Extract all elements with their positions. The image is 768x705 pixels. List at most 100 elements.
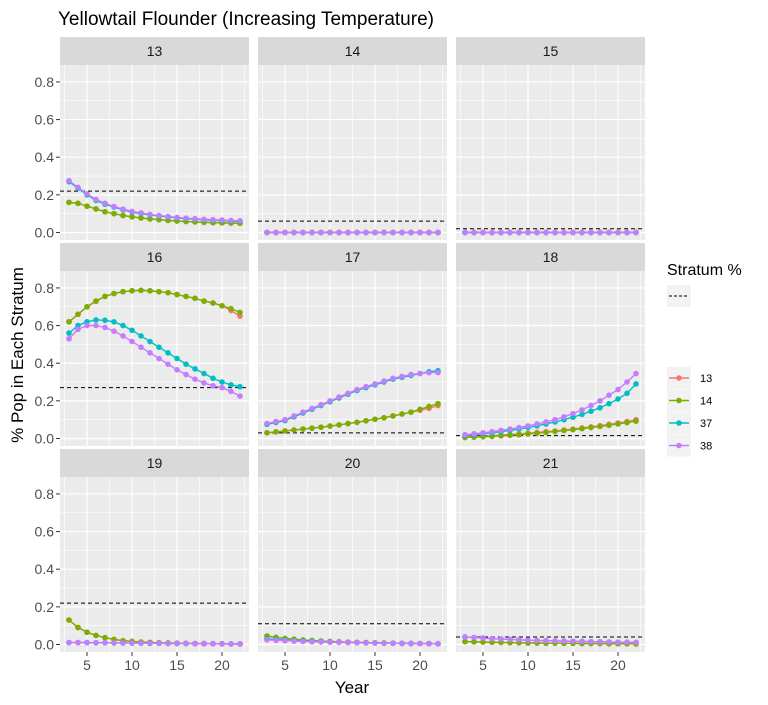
data-point-38 xyxy=(480,229,486,236)
data-point-38 xyxy=(399,229,405,236)
x-tick-label: 5 xyxy=(83,657,91,673)
data-point-14 xyxy=(516,431,522,438)
data-point-14 xyxy=(543,429,549,436)
data-point-38 xyxy=(543,419,549,425)
y-tick-label: 0.0 xyxy=(35,430,55,446)
data-point-14 xyxy=(201,298,207,304)
data-point-38 xyxy=(435,640,441,647)
data-point-38 xyxy=(624,379,630,385)
data-point-38 xyxy=(228,388,234,395)
y-tick-label: 0.4 xyxy=(35,355,55,371)
data-point-38 xyxy=(597,229,603,236)
data-point-38 xyxy=(633,370,639,377)
panel-strip-label: 17 xyxy=(345,249,361,265)
data-point-14 xyxy=(93,206,99,212)
data-point-38 xyxy=(579,229,585,236)
data-point-38 xyxy=(75,184,81,191)
data-point-38 xyxy=(363,383,369,390)
data-point-14 xyxy=(93,298,99,304)
panel-strip-label: 21 xyxy=(543,455,559,471)
panel-strip xyxy=(60,449,249,477)
data-point-38 xyxy=(165,361,171,367)
panel-strip-label: 13 xyxy=(147,43,163,59)
data-point-14 xyxy=(633,418,639,424)
data-point-38 xyxy=(282,637,288,644)
data-point-14 xyxy=(174,291,180,298)
data-point-38 xyxy=(120,333,126,339)
y-tick-label: 0.8 xyxy=(35,280,55,296)
data-point-38 xyxy=(102,324,108,331)
data-point-38 xyxy=(273,418,279,425)
panel-21: 21 5 10 15 20 xyxy=(456,449,645,673)
panel-20: 20 5 10 15 20 xyxy=(258,449,447,673)
panel-strip-label: 15 xyxy=(543,43,559,59)
data-point-38 xyxy=(390,229,396,236)
panel-14: 14 xyxy=(258,37,447,240)
panel-15: 15 xyxy=(456,37,645,240)
data-point-38 xyxy=(579,407,585,413)
data-point-38 xyxy=(219,641,225,647)
data-point-14 xyxy=(408,409,414,415)
data-point-38 xyxy=(147,350,153,356)
data-point-37 xyxy=(192,366,198,372)
data-point-38 xyxy=(201,216,207,223)
panel-strip xyxy=(456,449,645,477)
data-point-14 xyxy=(588,424,594,431)
data-point-38 xyxy=(345,390,351,397)
data-point-38 xyxy=(471,634,477,641)
data-point-37 xyxy=(111,319,117,325)
data-point-38 xyxy=(318,229,324,236)
panel-strip-label: 16 xyxy=(147,249,163,265)
data-point-38 xyxy=(462,431,468,438)
y-tick-label: 0.6 xyxy=(35,318,55,334)
data-point-38 xyxy=(318,401,324,408)
panel-strip-label: 20 xyxy=(345,455,361,471)
data-point-37 xyxy=(183,361,189,367)
data-point-38 xyxy=(129,640,135,646)
data-point-14 xyxy=(525,431,531,437)
data-point-38 xyxy=(138,640,144,646)
data-point-38 xyxy=(192,376,198,382)
data-point-14 xyxy=(570,426,576,433)
data-point-38 xyxy=(102,200,108,207)
data-point-14 xyxy=(75,311,81,318)
data-point-38 xyxy=(93,322,99,329)
data-point-38 xyxy=(300,409,306,415)
legend-title: Stratum % xyxy=(667,262,742,279)
data-point-14 xyxy=(66,319,72,325)
data-point-37 xyxy=(228,382,234,388)
y-tick-label: 0.4 xyxy=(35,149,55,165)
data-point-38 xyxy=(309,639,315,645)
data-point-38 xyxy=(399,640,405,647)
data-point-38 xyxy=(507,229,513,236)
y-axis-title: % Pop in Each Stratum xyxy=(8,267,27,443)
data-point-14 xyxy=(111,290,117,297)
data-point-38 xyxy=(435,229,441,236)
data-point-38 xyxy=(426,369,432,376)
data-point-38 xyxy=(237,641,243,647)
data-point-38 xyxy=(534,229,540,236)
data-point-14 xyxy=(552,428,558,435)
data-point-38 xyxy=(66,639,72,646)
data-point-14 xyxy=(309,425,315,431)
data-point-14 xyxy=(219,303,225,309)
panel-17: 17 xyxy=(258,243,447,446)
y-tick-label: 0.6 xyxy=(35,524,55,540)
data-point-38 xyxy=(129,338,135,345)
data-point-38 xyxy=(534,421,540,427)
data-point-38 xyxy=(615,639,621,646)
data-point-38 xyxy=(309,229,315,236)
data-point-38 xyxy=(228,641,234,647)
data-point-37 xyxy=(579,411,585,418)
data-point-38 xyxy=(489,428,495,435)
data-point-38 xyxy=(84,191,90,197)
data-point-38 xyxy=(120,206,126,212)
data-point-38 xyxy=(363,640,369,646)
data-point-38 xyxy=(237,393,243,399)
data-point-38 xyxy=(471,229,477,236)
data-point-14 xyxy=(606,422,612,429)
data-point-38 xyxy=(516,636,522,643)
data-point-38 xyxy=(291,413,297,419)
data-point-37 xyxy=(93,317,99,323)
